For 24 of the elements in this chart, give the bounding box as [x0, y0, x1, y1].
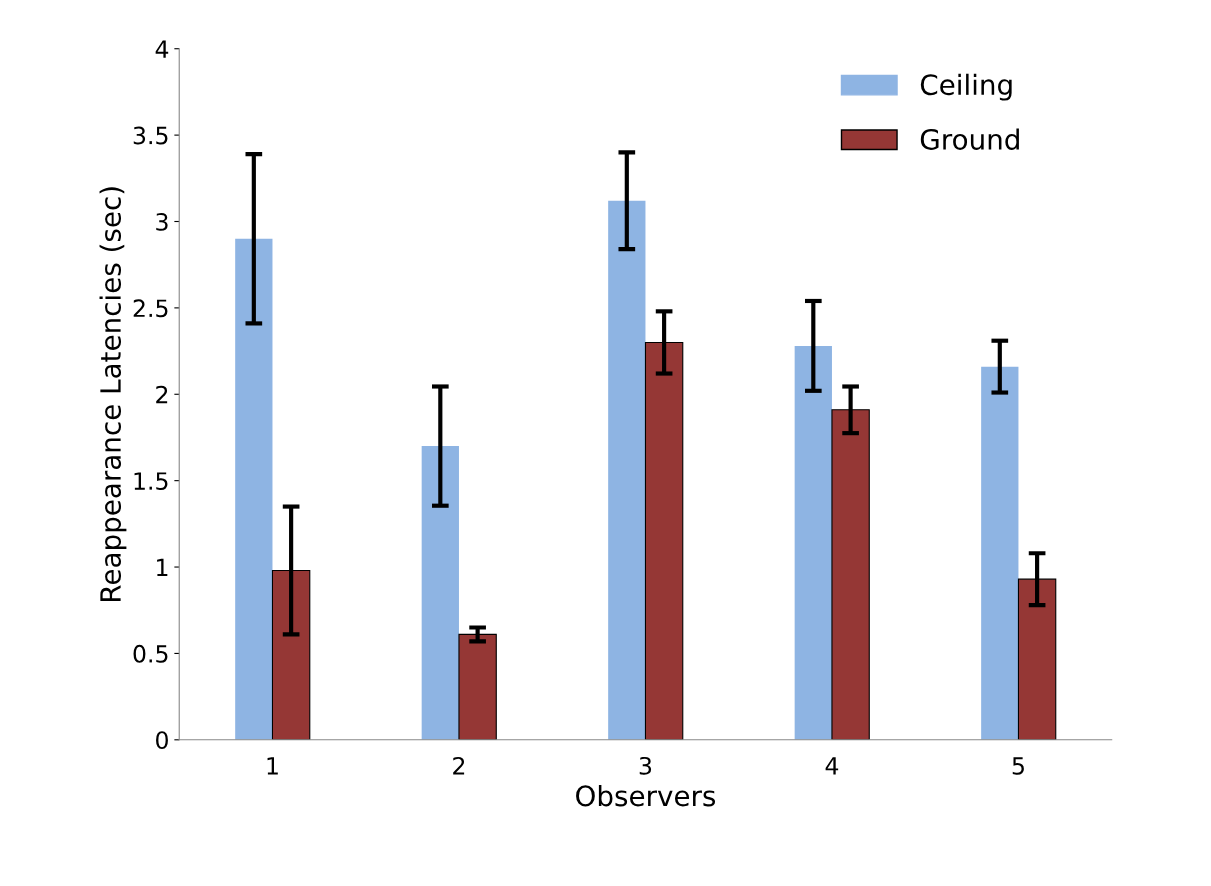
y-axis-title: Reappearance Latencies (sec): [99, 187, 127, 601]
x-tick-label: 2: [453, 756, 465, 775]
y-tick-label: 0.5: [133, 644, 168, 663]
x-tick-label: 3: [639, 756, 652, 775]
bar: [421, 446, 459, 740]
legend-label: Ground: [920, 128, 1019, 150]
y-tick-label: 2.5: [133, 299, 168, 318]
x-tick-label: 5: [1012, 757, 1024, 775]
y-tick-label: 0: [156, 731, 168, 750]
bar: [608, 200, 646, 740]
y-tick-label: 3: [156, 212, 168, 231]
bar: [981, 366, 1019, 740]
x-tick-label: 1: [267, 757, 278, 775]
legend-label: Ceiling: [920, 73, 1012, 101]
bar: [458, 633, 497, 740]
y-tick-label: 3.5: [133, 126, 168, 145]
y-tick-label: 2: [156, 385, 168, 404]
y-tick-label: 4: [155, 40, 169, 58]
y-tick-label: 1: [157, 558, 168, 577]
y-tick-label: 1.5: [134, 472, 168, 490]
bar: [794, 345, 832, 740]
x-axis-title: Observers: [576, 784, 716, 807]
bar: [235, 238, 273, 740]
x-tick-label: 4: [825, 757, 839, 775]
